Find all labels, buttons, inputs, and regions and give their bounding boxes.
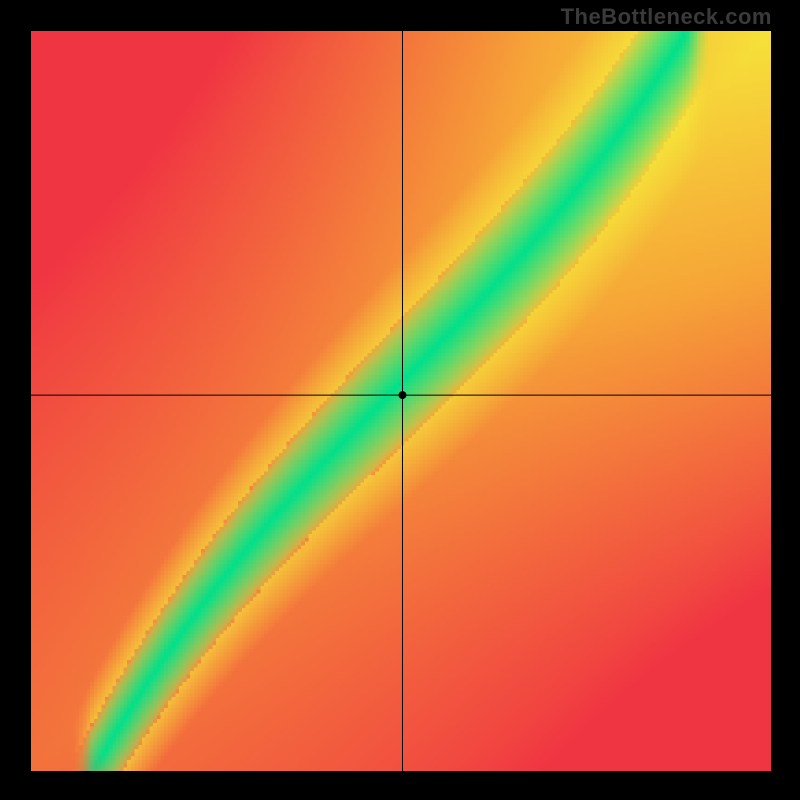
bottleneck-heatmap: [31, 31, 771, 771]
watermark-text: TheBottleneck.com: [561, 4, 772, 30]
chart-container: TheBottleneck.com: [0, 0, 800, 800]
